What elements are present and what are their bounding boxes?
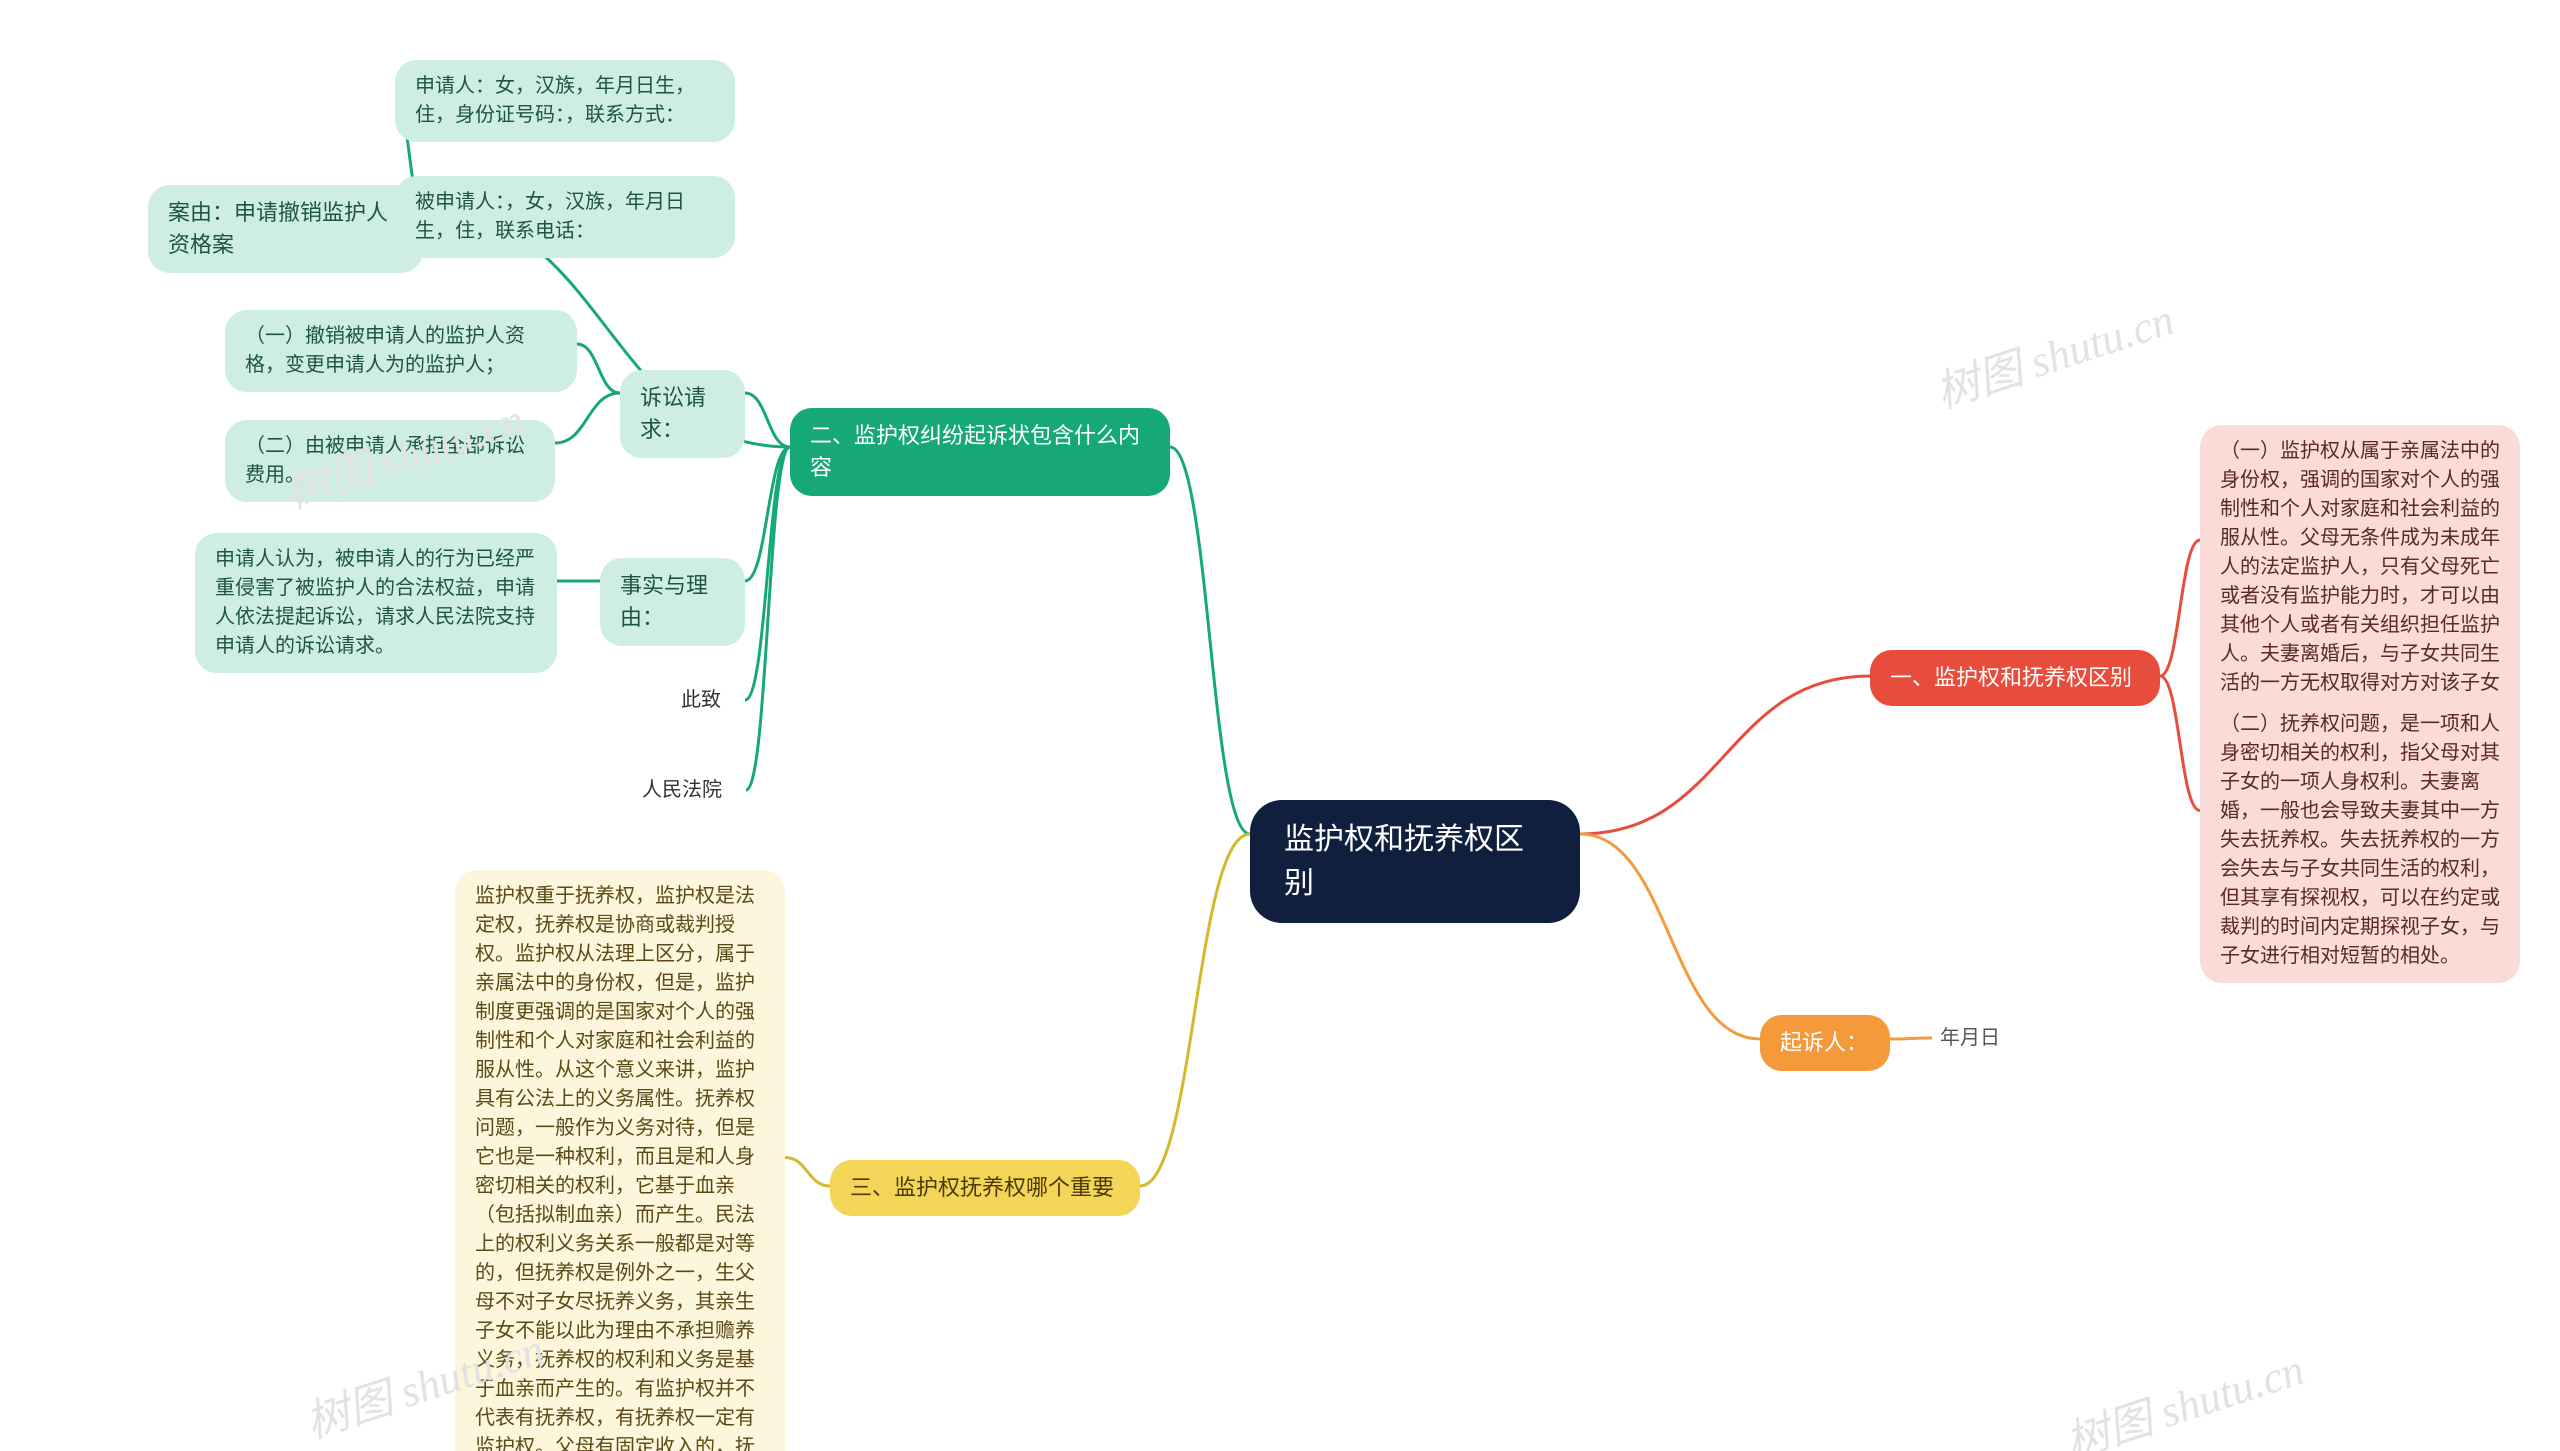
node-b1c2: （二）抚养权问题，是一项和人身密切相关的权利，指父母对其子女的一项人身权利。夫妻…	[2200, 698, 2520, 983]
node-b2c1b: 被申请人：，女，汉族，年月日生，住，联系电话：	[395, 176, 735, 258]
node-text-b2c1a: 申请人：女，汉族，年月日生，住，身份证号码：，联系方式：	[415, 75, 695, 126]
node-b2c2: 诉讼请求：	[620, 370, 745, 458]
node-text-b4c1: 年月日	[1940, 1027, 2000, 1049]
watermark: 树图 shutu.cn	[1926, 283, 2181, 420]
watermark: 树图 shutu.cn	[2056, 1333, 2311, 1451]
node-text-b1c2: （二）抚养权问题，是一项和人身密切相关的权利，指父母对其子女的一项人身权利。夫妻…	[2220, 713, 2500, 967]
node-text-b1: 一、监护权和抚养权区别	[1890, 665, 2132, 690]
node-b1: 一、监护权和抚养权区别	[1870, 650, 2160, 706]
connector	[1140, 834, 1250, 1186]
node-b2c1: 案由：申请撤销监护人资格案	[148, 185, 423, 273]
connector	[745, 447, 790, 700]
node-root: 监护权和抚养权区别	[1250, 800, 1580, 923]
node-text-b3c1: 监护权重于抚养权，监护权是法定权，抚养权是协商或裁判授权。监护权从法理上区分，属…	[475, 885, 760, 1451]
node-text-b2c1b: 被申请人：，女，汉族，年月日生，住，联系电话：	[415, 191, 685, 242]
node-text-root: 监护权和抚养权区别	[1284, 823, 1524, 900]
node-b1c1: （一）监护权从属于亲属法中的身份权，强调的国家对个人的强制性和个人对家庭和社会利…	[2200, 425, 2520, 739]
connector	[745, 393, 790, 447]
node-b2: 二、监护权纠纷起诉状包含什么内容	[790, 408, 1170, 496]
node-text-b2c4: 此致	[681, 689, 721, 711]
node-b2c5: 人民法院	[634, 770, 746, 811]
node-text-b2: 二、监护权纠纷起诉状包含什么内容	[810, 423, 1140, 480]
connector	[746, 447, 790, 790]
node-b2c1a: 申请人：女，汉族，年月日生，住，身份证号码：，联系方式：	[395, 60, 735, 142]
connector	[1580, 676, 1870, 834]
connector	[577, 344, 620, 393]
node-b2c4: 此致	[673, 680, 745, 721]
connector	[555, 393, 620, 443]
connector	[1890, 1038, 1932, 1039]
connector	[2160, 676, 2200, 811]
node-b2c2b: （二）由被申请人承担全部诉讼费用。	[225, 420, 555, 502]
connector	[1580, 834, 1760, 1039]
node-b4c1: 年月日	[1932, 1018, 2022, 1059]
connector	[745, 447, 790, 581]
node-text-b2c1: 案由：申请撤销监护人资格案	[168, 200, 388, 257]
node-text-b3: 三、监护权抚养权哪个重要	[850, 1175, 1114, 1200]
connector	[2160, 540, 2200, 676]
node-text-b2c2a: （一）撤销被申请人的监护人资格，变更申请人为的监护人；	[245, 325, 525, 376]
node-text-b2c3a: 申请人认为，被申请人的行为已经严重侵害了被监护人的合法权益，申请人依法提起诉讼，…	[215, 548, 535, 657]
node-b2c2a: （一）撤销被申请人的监护人资格，变更申请人为的监护人；	[225, 310, 577, 392]
node-b3: 三、监护权抚养权哪个重要	[830, 1160, 1140, 1216]
node-text-b2c3: 事实与理由：	[620, 573, 708, 630]
node-text-b4: 起诉人：	[1780, 1030, 1868, 1055]
connector	[785, 1158, 830, 1187]
node-b2c3a: 申请人认为，被申请人的行为已经严重侵害了被监护人的合法权益，申请人依法提起诉讼，…	[195, 533, 557, 673]
node-b3c1: 监护权重于抚养权，监护权是法定权，抚养权是协商或裁判授权。监护权从法理上区分，属…	[455, 870, 785, 1451]
connector	[1170, 447, 1250, 834]
node-text-b2c5: 人民法院	[642, 779, 722, 801]
node-b4: 起诉人：	[1760, 1015, 1890, 1071]
node-text-b1c1: （一）监护权从属于亲属法中的身份权，强调的国家对个人的强制性和个人对家庭和社会利…	[2220, 440, 2500, 723]
node-text-b2c2b: （二）由被申请人承担全部诉讼费用。	[245, 435, 525, 486]
node-text-b2c2: 诉讼请求：	[640, 385, 706, 442]
node-b2c3: 事实与理由：	[600, 558, 745, 646]
